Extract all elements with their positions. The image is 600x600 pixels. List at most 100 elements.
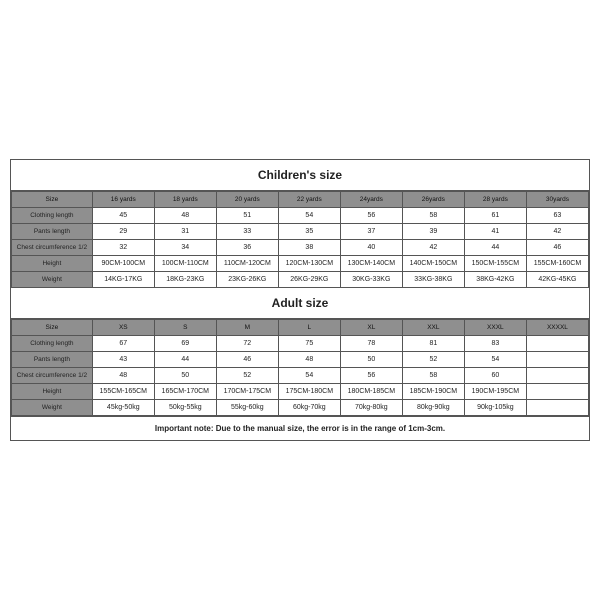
cell	[526, 352, 588, 368]
cell: 130CM-140CM	[340, 256, 402, 272]
cell: 42	[526, 224, 588, 240]
cell: 46	[216, 352, 278, 368]
cell: 43	[92, 352, 154, 368]
important-note: Important note: Due to the manual size, …	[11, 416, 589, 440]
cell: 45	[92, 208, 154, 224]
cell: 150CM-155CM	[464, 256, 526, 272]
cell: 50kg-55kg	[154, 400, 216, 416]
row-label: Height	[12, 384, 93, 400]
col-header: XXXXL	[526, 320, 588, 336]
col-header: 16 yards	[92, 192, 154, 208]
cell: 75	[278, 336, 340, 352]
cell: 44	[464, 240, 526, 256]
col-header: 26yards	[402, 192, 464, 208]
table-row: Weight14KG-17KG18KG-23KG23KG-26KG26KG-29…	[12, 272, 589, 288]
col-header: L	[278, 320, 340, 336]
cell: 42	[402, 240, 464, 256]
cell: 52	[402, 352, 464, 368]
cell: 58	[402, 368, 464, 384]
cell: 52	[216, 368, 278, 384]
adult-header-row: Size XS S M L XL XXL XXXL XXXXL	[12, 320, 589, 336]
cell: 190CM-195CM	[464, 384, 526, 400]
col-header: 30yards	[526, 192, 588, 208]
cell: 69	[154, 336, 216, 352]
cell: 140CM-150CM	[402, 256, 464, 272]
table-row: Chest circumference 1/23234363840424446	[12, 240, 589, 256]
table-row: Weight45kg-50kg50kg-55kg55kg-60kg60kg-70…	[12, 400, 589, 416]
cell: 33	[216, 224, 278, 240]
cell: 29	[92, 224, 154, 240]
cell: 54	[464, 352, 526, 368]
cell	[526, 336, 588, 352]
cell: 61	[464, 208, 526, 224]
cell: 120CM-130CM	[278, 256, 340, 272]
cell: 32	[92, 240, 154, 256]
cell: 100CM-110CM	[154, 256, 216, 272]
cell: 63	[526, 208, 588, 224]
cell: 48	[278, 352, 340, 368]
col-header: XL	[340, 320, 402, 336]
cell: 54	[278, 208, 340, 224]
table-row: Clothing length4548515456586163	[12, 208, 589, 224]
table-row: Pants length2931333537394142	[12, 224, 589, 240]
cell: 72	[216, 336, 278, 352]
cell: 78	[340, 336, 402, 352]
cell: 155CM-160CM	[526, 256, 588, 272]
cell: 175CM-180CM	[278, 384, 340, 400]
col-header: 22 yards	[278, 192, 340, 208]
cell	[526, 368, 588, 384]
cell: 36	[216, 240, 278, 256]
cell: 83	[464, 336, 526, 352]
cell: 80kg-90kg	[402, 400, 464, 416]
cell: 81	[402, 336, 464, 352]
cell: 60	[464, 368, 526, 384]
row-label: Pants length	[12, 224, 93, 240]
cell: 60kg-70kg	[278, 400, 340, 416]
table-row: Pants length43444648505254	[12, 352, 589, 368]
row-label: Height	[12, 256, 93, 272]
cell: 58	[402, 208, 464, 224]
col-header: S	[154, 320, 216, 336]
row-label: Chest circumference 1/2	[12, 368, 93, 384]
cell: 44	[154, 352, 216, 368]
table-row: Height90CM-100CM100CM-110CM110CM-120CM12…	[12, 256, 589, 272]
cell: 35	[278, 224, 340, 240]
cell: 38	[278, 240, 340, 256]
cell: 45kg-50kg	[92, 400, 154, 416]
cell: 42KG-45KG	[526, 272, 588, 288]
col-header: Size	[12, 192, 93, 208]
adult-body: Clothing length67697275788183Pants lengt…	[12, 336, 589, 416]
cell: 48	[92, 368, 154, 384]
cell	[526, 384, 588, 400]
cell: 90kg-105kg	[464, 400, 526, 416]
table-row: Height155CM-165CM165CM-170CM170CM-175CM1…	[12, 384, 589, 400]
col-header: XXXL	[464, 320, 526, 336]
children-body: Clothing length4548515456586163Pants len…	[12, 208, 589, 288]
col-header: Size	[12, 320, 93, 336]
row-label: Chest circumference 1/2	[12, 240, 93, 256]
cell: 180CM-185CM	[340, 384, 402, 400]
col-header: XS	[92, 320, 154, 336]
cell: 26KG-29KG	[278, 272, 340, 288]
col-header: 24yards	[340, 192, 402, 208]
cell: 51	[216, 208, 278, 224]
col-header: XXL	[402, 320, 464, 336]
cell: 170CM-175CM	[216, 384, 278, 400]
table-row: Clothing length67697275788183	[12, 336, 589, 352]
row-label: Clothing length	[12, 208, 93, 224]
row-label: Weight	[12, 272, 93, 288]
size-chart: Children's size Size 16 yards 18 yards 2…	[10, 159, 590, 441]
col-header: 18 yards	[154, 192, 216, 208]
cell: 70kg-80kg	[340, 400, 402, 416]
cell: 90CM-100CM	[92, 256, 154, 272]
cell: 41	[464, 224, 526, 240]
cell: 38KG-42KG	[464, 272, 526, 288]
children-title: Children's size	[11, 160, 589, 191]
cell: 56	[340, 208, 402, 224]
adult-title: Adult size	[11, 288, 589, 319]
cell: 54	[278, 368, 340, 384]
cell: 31	[154, 224, 216, 240]
cell: 30KG-33KG	[340, 272, 402, 288]
cell: 37	[340, 224, 402, 240]
cell: 155CM-165CM	[92, 384, 154, 400]
